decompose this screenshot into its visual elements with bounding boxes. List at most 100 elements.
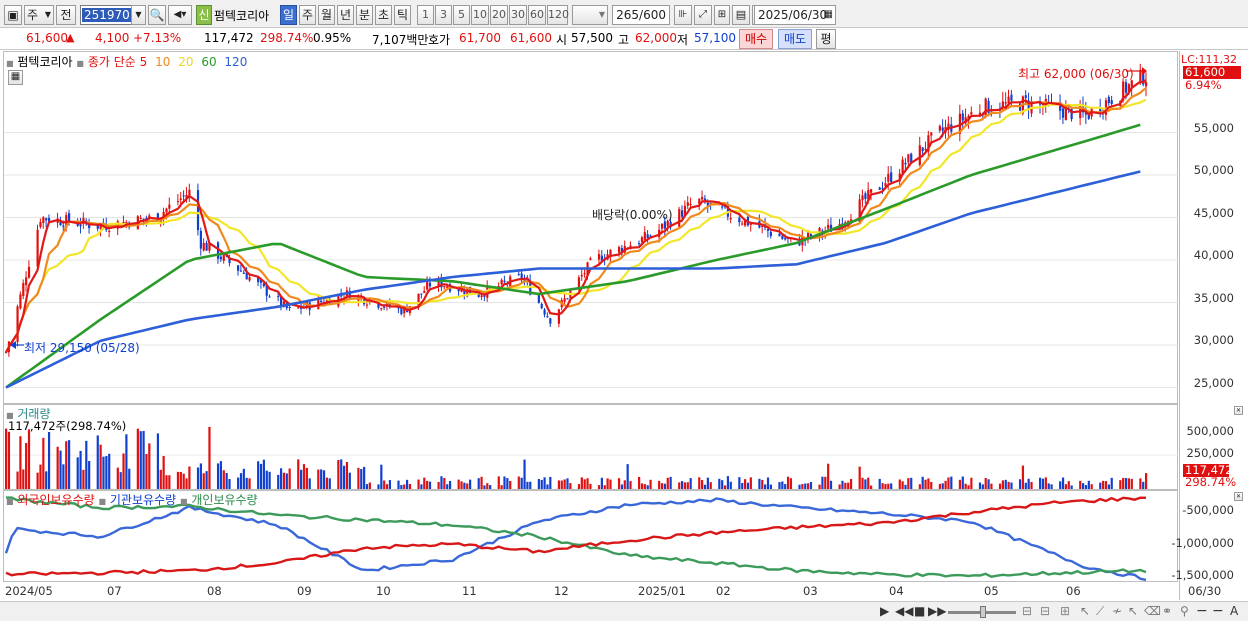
interval-button[interactable]: 30 bbox=[509, 5, 527, 25]
candle-body bbox=[446, 286, 449, 289]
volume-bar bbox=[1139, 478, 1142, 489]
x-axis-label: 09 bbox=[297, 584, 312, 598]
period-button[interactable]: 틱 bbox=[394, 5, 411, 25]
holdings-panel[interactable] bbox=[3, 490, 1178, 582]
save-icon[interactable]: ▤ bbox=[732, 5, 750, 25]
candle-body bbox=[864, 193, 867, 199]
scroll-back-icon[interactable]: ◀◀ bbox=[895, 604, 914, 618]
speaker-icon[interactable]: ◀▾ bbox=[168, 5, 192, 25]
scroll-forward-icon[interactable]: ▶▶ bbox=[928, 604, 947, 618]
market-label: 주 bbox=[27, 8, 39, 22]
volume-bar bbox=[448, 480, 452, 489]
candle-body bbox=[248, 277, 251, 281]
data-count-field[interactable]: 265/600 bbox=[612, 5, 670, 25]
interval-button[interactable]: 60 bbox=[528, 5, 546, 25]
volume-bar bbox=[159, 469, 162, 489]
close-panel-icon[interactable]: ✕ bbox=[1234, 406, 1243, 415]
zoom-plus-icon[interactable]: − bbox=[1212, 603, 1224, 619]
volume-bar bbox=[623, 480, 626, 489]
candle-body bbox=[1087, 113, 1090, 119]
interval-dropdown[interactable]: ▼ bbox=[572, 5, 608, 25]
candle-body bbox=[927, 135, 930, 152]
close-panel-icon[interactable]: ✕ bbox=[1234, 492, 1243, 501]
search-icon[interactable]: 🔍 bbox=[148, 5, 166, 25]
foreign-holding-line bbox=[4, 497, 1147, 582]
draw-tool-icon[interactable]: ⤢ bbox=[694, 5, 712, 25]
draw-line-icon[interactable]: ⟋ bbox=[1096, 604, 1105, 618]
chart-type-icon[interactable]: ⊪ bbox=[674, 5, 692, 25]
volume-bar bbox=[847, 482, 850, 489]
volume-bar bbox=[385, 484, 389, 489]
candle-body bbox=[108, 230, 111, 232]
toggle-icon[interactable]: ⊟ bbox=[1022, 604, 1033, 618]
sell-button[interactable]: 매도 bbox=[778, 29, 812, 49]
legend-institution: 기관보유수량 bbox=[109, 493, 177, 507]
pointer-icon[interactable]: ↖ bbox=[1128, 604, 1139, 618]
period-button[interactable]: 년 bbox=[337, 5, 354, 25]
period-button[interactable]: 주 bbox=[299, 5, 316, 25]
interval-button[interactable]: 10 bbox=[471, 5, 489, 25]
volume-bar bbox=[208, 426, 211, 489]
prev-button[interactable]: 전 bbox=[56, 5, 76, 25]
volume-bar bbox=[185, 478, 188, 489]
interval-button[interactable]: 3 bbox=[435, 5, 452, 25]
legend-ma60: 60 bbox=[201, 55, 217, 69]
candle-body bbox=[921, 147, 924, 152]
volume-bar bbox=[546, 484, 549, 489]
zoom-out-icon[interactable]: − bbox=[1196, 603, 1208, 619]
price-change-pct: +7.13% bbox=[133, 31, 182, 45]
market-select[interactable]: 주 ▼ bbox=[24, 5, 54, 25]
period-button[interactable]: 일 bbox=[280, 5, 297, 25]
volume-y-tick: 500,000 bbox=[1186, 424, 1234, 438]
volume-bar bbox=[918, 484, 921, 489]
grid-icon[interactable]: ⊞ bbox=[714, 5, 730, 25]
volume-bar bbox=[721, 480, 724, 489]
avg-button[interactable]: 평 bbox=[816, 29, 836, 49]
volume-bar bbox=[723, 485, 727, 489]
volume-bar bbox=[96, 435, 99, 489]
period-button[interactable]: 월 bbox=[318, 5, 335, 25]
candle-body bbox=[563, 298, 566, 302]
volume-panel[interactable] bbox=[3, 404, 1178, 490]
candle-body bbox=[42, 217, 45, 223]
zoom-slider-handle[interactable] bbox=[980, 606, 986, 618]
erase-icon[interactable]: ⌫ bbox=[1144, 604, 1161, 618]
period-button[interactable]: 초 bbox=[375, 5, 392, 25]
grid-toggle-icon[interactable]: ⊞ bbox=[1060, 604, 1071, 618]
trend-tool-icon[interactable]: ↖ bbox=[1080, 604, 1091, 618]
stop-icon[interactable]: ■ bbox=[914, 604, 926, 618]
candle-body bbox=[279, 296, 283, 307]
zoom-in-icon[interactable]: ⚲ bbox=[1180, 604, 1189, 618]
price-panel[interactable] bbox=[3, 51, 1178, 404]
candle-body bbox=[1001, 101, 1004, 109]
candle-body bbox=[600, 255, 603, 262]
volume-bar bbox=[288, 468, 291, 489]
link-icon[interactable]: ⚭ bbox=[1162, 604, 1173, 618]
period-button[interactable]: 분 bbox=[356, 5, 373, 25]
candle-body bbox=[277, 296, 280, 298]
volume-bar bbox=[867, 477, 870, 489]
interval-button[interactable]: 120 bbox=[547, 5, 569, 25]
toggle-icon[interactable]: ⊟ bbox=[1040, 604, 1051, 618]
scroll-right-icon[interactable]: ▶ bbox=[880, 604, 890, 618]
code-dropdown-icon[interactable]: ▼ bbox=[131, 5, 146, 25]
interval-button[interactable]: 5 bbox=[453, 5, 470, 25]
volume-bar bbox=[377, 484, 380, 489]
stock-code-input[interactable]: 251970 bbox=[80, 5, 146, 25]
candle-body bbox=[984, 98, 987, 117]
volume-bar bbox=[22, 469, 25, 489]
date-field[interactable]: 2025/06/30 ▦ bbox=[754, 5, 836, 25]
draw-wave-icon[interactable]: ≁ bbox=[1112, 604, 1123, 618]
calendar-icon[interactable]: ▦ bbox=[823, 9, 833, 20]
candle-body bbox=[497, 286, 500, 288]
candle-body bbox=[970, 112, 973, 115]
font-size-icon[interactable]: A bbox=[1230, 604, 1239, 618]
volume-bar bbox=[941, 483, 944, 489]
interval-button[interactable]: 1 bbox=[417, 5, 434, 25]
legend-square-icon: ■ bbox=[98, 497, 107, 506]
window-menu-icon[interactable]: ▣ bbox=[4, 5, 22, 25]
table-view-icon[interactable]: ▦ bbox=[8, 70, 23, 85]
interval-button[interactable]: 20 bbox=[490, 5, 508, 25]
volume-bar bbox=[907, 478, 910, 489]
buy-button[interactable]: 매수 bbox=[739, 29, 773, 49]
